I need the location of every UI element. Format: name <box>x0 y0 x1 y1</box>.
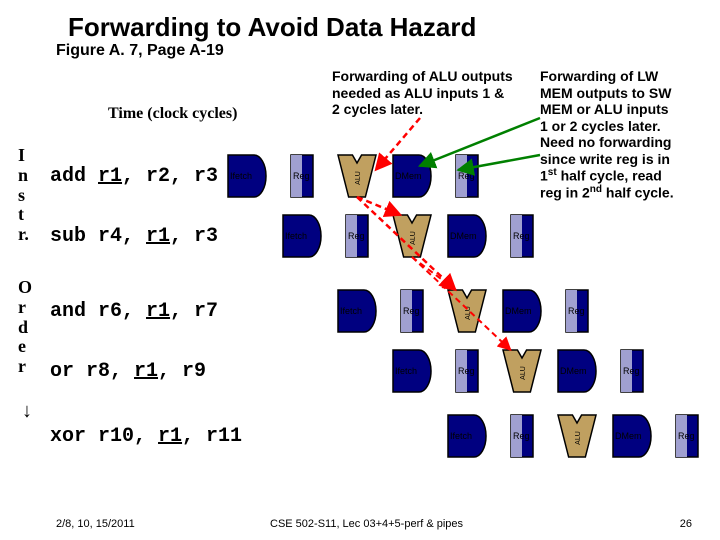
svg-text:Reg: Reg <box>678 431 695 441</box>
svg-text:Ifetch: Ifetch <box>285 231 307 241</box>
svg-text:Reg: Reg <box>348 231 365 241</box>
svg-text:Reg: Reg <box>403 306 420 316</box>
footer-date: 2/8, 10, 15/2011 <box>56 518 135 530</box>
svg-text:Reg: Reg <box>623 366 640 376</box>
svg-text:DMem: DMem <box>560 366 587 376</box>
svg-text:Reg: Reg <box>458 366 475 376</box>
svg-text:Reg: Reg <box>568 306 585 316</box>
svg-text:Reg: Reg <box>293 171 310 181</box>
svg-text:Reg: Reg <box>513 231 530 241</box>
pipeline-diagram: Ifetch Reg ALU DMem Reg Ifetch Reg ALU DMem Reg If… <box>0 0 720 540</box>
svg-text:Ifetch: Ifetch <box>230 171 252 181</box>
svg-text:ALU: ALU <box>355 171 362 185</box>
svg-text:Ifetch: Ifetch <box>450 431 472 441</box>
svg-text:Reg: Reg <box>458 171 475 181</box>
svg-text:ALU: ALU <box>520 366 527 380</box>
svg-text:DMem: DMem <box>505 306 532 316</box>
svg-text:Ifetch: Ifetch <box>340 306 362 316</box>
svg-text:DMem: DMem <box>450 231 477 241</box>
svg-text:ALU: ALU <box>410 231 417 245</box>
svg-text:ALU: ALU <box>575 431 582 445</box>
svg-text:Ifetch: Ifetch <box>395 366 417 376</box>
footer-page: 26 <box>680 518 692 530</box>
svg-text:DMem: DMem <box>615 431 642 441</box>
footer-center: CSE 502-S11, Lec 03+4+5-perf & pipes <box>270 518 463 530</box>
svg-text:Reg: Reg <box>513 431 530 441</box>
svg-text:DMem: DMem <box>395 171 422 181</box>
